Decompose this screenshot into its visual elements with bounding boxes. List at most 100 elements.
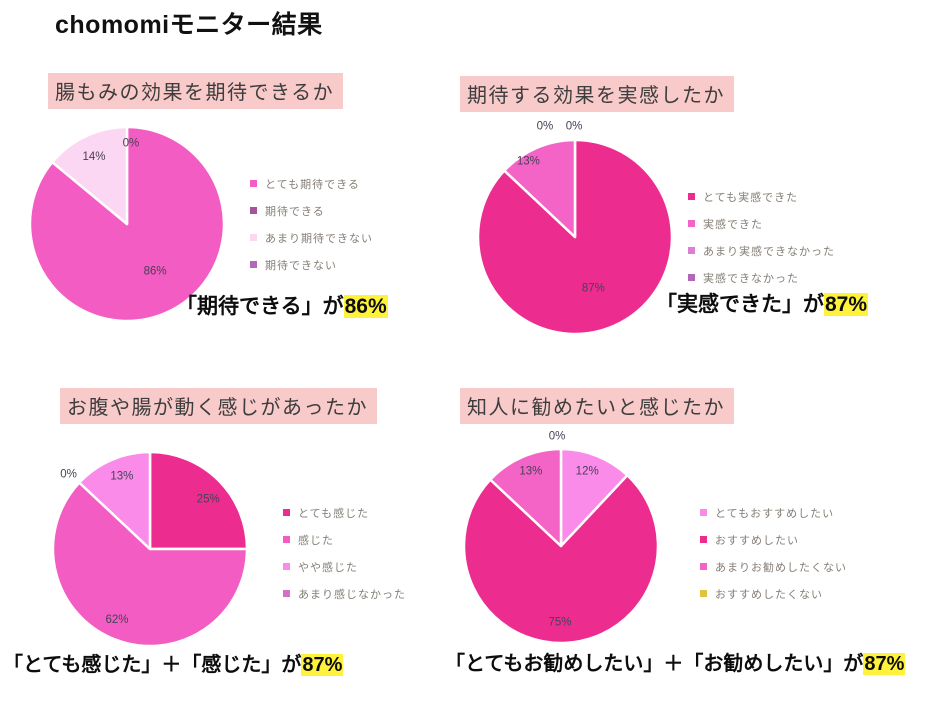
pie-slice (476, 138, 674, 336)
pie-slice (148, 450, 249, 551)
summary-expectation: 「期待できる」が86% (176, 290, 388, 320)
value-label: 0% (549, 430, 566, 442)
pie-slice (489, 447, 563, 548)
pie-slice (51, 481, 249, 648)
legend-swatch-icon (700, 590, 707, 597)
legend-swatch-icon (250, 261, 257, 268)
legend-item: 期待できる (250, 197, 373, 224)
legend-label: とても実感できた (703, 191, 799, 204)
legend-swatch-icon (283, 536, 290, 543)
pie-slice (503, 138, 577, 239)
legend-swatch-icon (283, 590, 290, 597)
value-label: 13% (517, 155, 540, 167)
legend-swatch-icon (688, 193, 695, 200)
pie-chart-recommend: 75% 12% 13% 0% (441, 418, 681, 663)
legend-item: とても感じた (283, 499, 406, 526)
value-label: 86% (144, 266, 167, 278)
legend-item: とても実感できた (688, 183, 835, 210)
value-label: 62% (105, 614, 128, 626)
summary-effect-felt: 「実感できた」が87% (656, 288, 869, 318)
value-label: 25% (197, 494, 220, 506)
legend-swatch-icon (700, 563, 707, 570)
legend-label: あまりお勧めしたくない (715, 561, 847, 574)
legend-item: おすすめしたい (700, 526, 847, 553)
legend-swatch-icon (688, 247, 695, 254)
legend-swatch-icon (688, 274, 695, 281)
legend-label: 期待できない (265, 259, 337, 272)
pie-slice (78, 450, 152, 551)
legend-item: とてもおすすめしたい (700, 499, 847, 526)
legend-swatch-icon (250, 207, 257, 214)
legend-label: あまり感じなかった (298, 588, 406, 601)
pie-chart-gut-movement: 25% 62% 13% 0% (30, 421, 270, 666)
pie-slice (51, 125, 129, 226)
legend-item: あまり期待できない (250, 224, 373, 251)
legend-item: おすすめしたくない (700, 580, 847, 607)
legend-item: 実感できた (688, 210, 835, 237)
legend-label: 感じた (298, 534, 334, 547)
value-label: 75% (548, 617, 571, 629)
legend-gut-movement: とても感じた 感じたやや感じたあまり感じなかった (283, 499, 406, 607)
legend-swatch-icon (250, 180, 257, 187)
legend-label: おすすめしたくない (715, 588, 823, 601)
legend-item: とても期待できる (250, 170, 373, 197)
value-label: 12% (576, 465, 599, 477)
question-header-recommend: 知人に勧めたいと感じたか (460, 388, 734, 424)
pie-slice (559, 447, 629, 548)
pie-svg: 25% 62% 13% 0% (51, 450, 249, 648)
summary-highlight: 86% (343, 295, 388, 318)
summary-prefix: 「期待できる」が (176, 295, 344, 318)
legend-label: 実感できなかった (703, 272, 799, 285)
legend-item: あまり感じなかった (283, 580, 406, 607)
summary-highlight: 87% (824, 293, 869, 316)
legend-item: 実感できなかった (688, 264, 835, 291)
legend-label: 期待できる (265, 205, 325, 218)
pie-svg: 75% 12% 13% 0% (462, 430, 660, 645)
legend-item: 感じた (283, 526, 406, 553)
summary-recommend: 「とてもお勧めしたい」＋「お勧めしたい」が87% (445, 647, 906, 676)
legend-label: あまり期待できない (265, 232, 373, 245)
legend-swatch-icon (250, 234, 257, 241)
legend-expectation: とても期待できる 期待できるあまり期待できない 期待できない (250, 170, 373, 278)
legend-effect-felt: とても実感できた 実感できたあまり実感できなかった 実感できなかった (688, 183, 835, 291)
value-label: 13% (519, 465, 542, 477)
question-header-gut-movement: お腹や腸が動く感じがあったか (60, 388, 377, 424)
value-label: 14% (82, 151, 105, 163)
legend-item: あまり実感できなかった (688, 237, 835, 264)
legend-label: とても期待できる (265, 178, 360, 191)
page-title: chomomiモニター結果 (55, 11, 323, 39)
legend-label: 実感できた (703, 218, 763, 231)
legend-swatch-icon (700, 536, 707, 543)
value-label: 0% (566, 121, 583, 133)
legend-recommend: とてもおすすめしたい おすすめしたいあまりお勧めしたくない おすすめしたくない (700, 499, 847, 607)
summary-prefix: 「とても感じた」＋「感じた」が (3, 654, 302, 676)
legend-label: とてもおすすめしたい (715, 507, 835, 520)
legend-item: やや感じた (283, 553, 406, 580)
pie-chart-expectation: 86% 14% 0% (7, 96, 247, 341)
legend-swatch-icon (283, 563, 290, 570)
legend-swatch-icon (283, 509, 290, 516)
pie-slice (462, 474, 660, 645)
legend-label: おすすめしたい (715, 534, 799, 547)
legend-item: 期待できない (250, 251, 373, 278)
pie-svg: 87% 13% 0% 0% (476, 121, 674, 336)
summary-highlight: 87% (863, 653, 906, 675)
value-label: 0% (60, 468, 77, 480)
value-label: 87% (582, 282, 605, 294)
pie-svg: 86% 14% 0% (28, 125, 226, 323)
question-header-effect-felt: 期待する効果を実感したか (460, 76, 734, 112)
legend-label: とても感じた (298, 507, 370, 520)
pie-chart-effect-felt: 87% 13% 0% 0% (455, 109, 695, 354)
summary-highlight: 87% (301, 654, 344, 676)
summary-prefix: 「実感できた」が (656, 293, 824, 316)
summary-gut-movement: 「とても感じた」＋「感じた」が87% (3, 648, 344, 677)
value-label: 13% (110, 470, 133, 482)
legend-label: あまり実感できなかった (703, 245, 835, 258)
value-label: 0% (537, 121, 554, 133)
legend-label: やや感じた (298, 561, 358, 574)
summary-prefix: 「とてもお勧めしたい」＋「お勧めしたい」が (445, 653, 864, 675)
value-label: 0% (123, 138, 140, 150)
legend-swatch-icon (700, 509, 707, 516)
legend-swatch-icon (688, 220, 695, 227)
